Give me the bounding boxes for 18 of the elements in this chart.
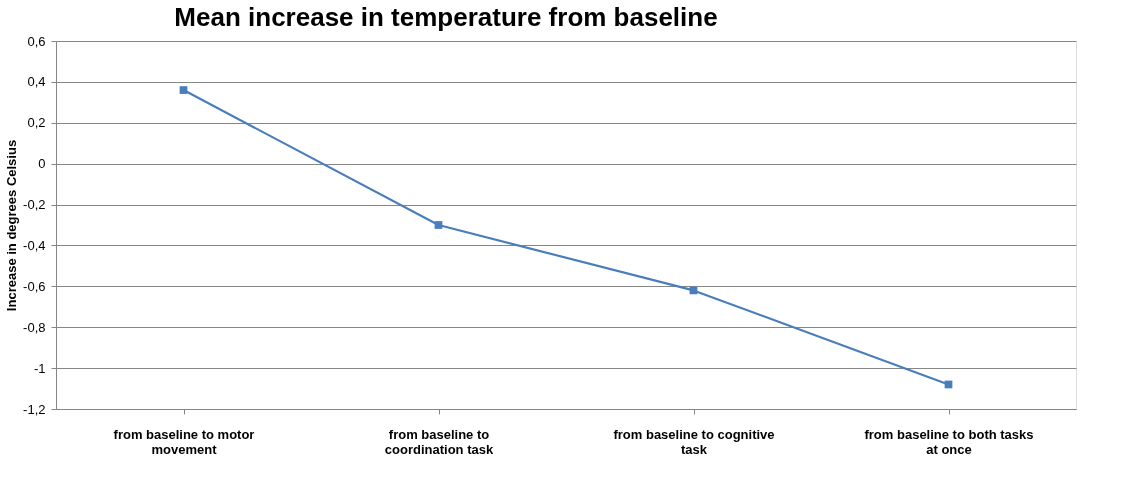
x-tick-label: from baseline to cognitive task: [613, 426, 775, 457]
y-tick-label: 0: [38, 156, 46, 172]
y-tick-label: 0,4: [27, 74, 46, 90]
y-tick-label: -0,4: [23, 237, 46, 253]
y-axis-title: Increase in degrees Celsius: [4, 139, 20, 312]
x-tick-label: from baseline to coordination task: [384, 426, 494, 457]
x-tick-label: from baseline to motor movement: [113, 426, 255, 457]
y-tick-label: -1,2: [23, 401, 46, 417]
y-tick-label: -1: [33, 360, 46, 376]
y-tick-label: 0,6: [27, 33, 46, 49]
y-tick-label: -0,8: [23, 319, 46, 335]
y-tick-label: -0,6: [23, 278, 46, 294]
point: [179, 86, 188, 94]
point: [434, 221, 443, 229]
y-tick-label: 0,2: [27, 115, 46, 131]
chart-title: Mean increase in temperature from baseline: [174, 2, 718, 32]
y-tick-label: -0,2: [23, 197, 46, 213]
x-tick-label: from baseline to both tasks at once: [864, 426, 1034, 457]
